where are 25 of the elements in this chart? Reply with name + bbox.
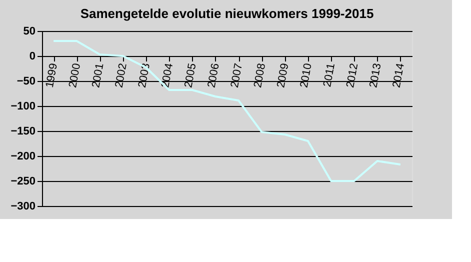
x-tick-label: 2012: [344, 62, 361, 89]
x-tick-label: 2011: [322, 62, 338, 88]
x-tick-label: 2004: [160, 62, 176, 89]
x-tick-label: 2010: [298, 62, 314, 89]
y-tick-label: −300: [10, 200, 36, 212]
x-tick-label: 2000: [67, 62, 84, 89]
chart-title: Samengetelde evolutie nieuwkomers 1999-2015: [80, 6, 374, 21]
y-tick-label: 50: [23, 26, 36, 38]
x-tick-label: 2005: [182, 62, 199, 89]
x-tick-label: 2009: [275, 62, 292, 89]
x-tick-label: 2006: [206, 62, 222, 89]
x-tick-label: 2003: [136, 62, 152, 89]
x-tick-label: 2001: [90, 62, 106, 89]
x-tick-label: 2014: [390, 62, 407, 89]
y-tick-label: 0: [29, 50, 36, 62]
x-tick-label: 1999: [44, 62, 60, 89]
x-tick-label: 2008: [252, 62, 268, 89]
x-tick-label: 2013: [368, 62, 384, 89]
y-tick-label: −250: [10, 176, 36, 188]
y-tick-label: −200: [10, 150, 36, 162]
x-tick-label: 2007: [228, 62, 245, 89]
y-tick-label: −150: [10, 126, 36, 138]
x-tick-label: 2002: [113, 62, 130, 89]
y-tick-label: −50: [16, 76, 36, 88]
y-tick-label: −100: [10, 100, 36, 112]
